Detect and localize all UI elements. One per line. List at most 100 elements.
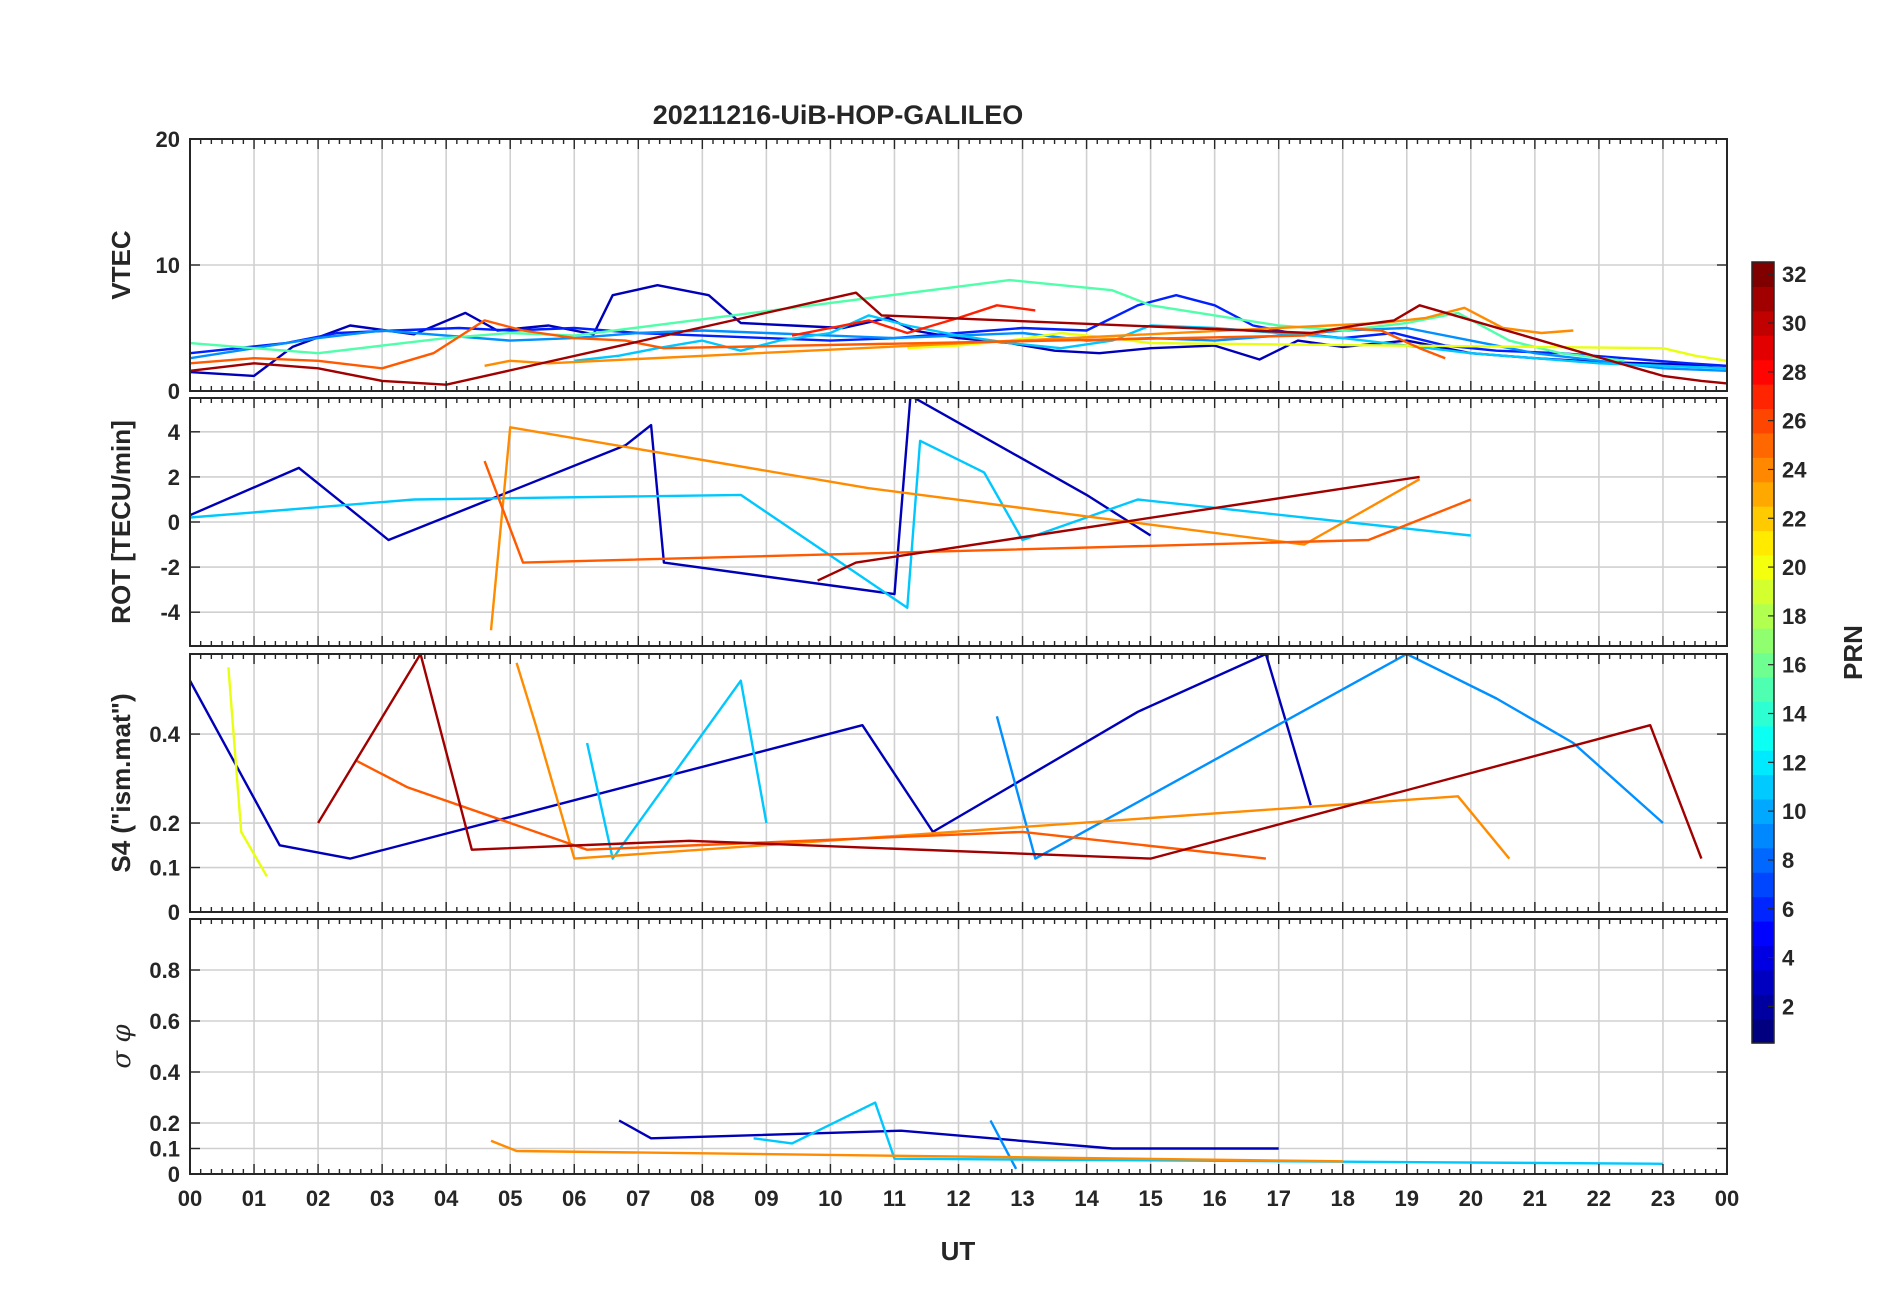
- series-line-prn-2: [190, 654, 1312, 860]
- series-line-prn-26: [190, 319, 1446, 370]
- series-line-prn-31: [317, 654, 1703, 860]
- colorbar-tick-label: 6: [1782, 897, 1794, 922]
- x-tick-label: 00: [178, 1186, 202, 1211]
- panel-frame: [189, 138, 1728, 392]
- colorbar-tick-label: 30: [1782, 311, 1806, 336]
- colorbar-segment: [1752, 872, 1774, 898]
- colorbar-segment: [1752, 530, 1774, 556]
- series-line-prn-15: [190, 278, 1625, 362]
- x-tick-label: 13: [1010, 1186, 1034, 1211]
- panel-frame: [189, 918, 1728, 1175]
- colorbar-tick-label: 26: [1782, 409, 1806, 434]
- y-tick-label: 0.6: [149, 1009, 180, 1034]
- series-line-prn-12: [190, 439, 1471, 609]
- series-line-prn-5: [190, 294, 1727, 367]
- series-line-prn-20: [907, 331, 1727, 362]
- colorbar-label: PRN: [1838, 625, 1868, 680]
- y-tick-label: 0: [168, 510, 180, 535]
- x-tick-label: 17: [1266, 1186, 1290, 1211]
- colorbar-segment: [1752, 603, 1774, 629]
- series-line-prn-10: [995, 654, 1664, 860]
- y-tick-label: 0.2: [149, 811, 180, 836]
- y-tick-label: 0: [168, 1162, 180, 1187]
- colorbar-segment: [1752, 335, 1774, 361]
- colorbar-tick-label: 8: [1782, 848, 1794, 873]
- colorbar-tick-label: 4: [1782, 946, 1795, 971]
- series-line-prn-26: [483, 460, 1472, 564]
- y-tick-label: 20: [156, 127, 180, 152]
- x-tick-label: 10: [818, 1186, 842, 1211]
- y-tick-label: 0.2: [149, 1111, 180, 1136]
- series-line-prn-28: [791, 304, 1036, 337]
- y-tick-label: -4: [160, 600, 180, 625]
- colorbar-tick-label: 32: [1782, 262, 1806, 287]
- series-line-prn-23: [484, 306, 1574, 367]
- x-tick-label: 04: [434, 1186, 459, 1211]
- x-tick-label: 08: [690, 1186, 714, 1211]
- series-line-prn-20: [227, 667, 268, 878]
- colorbar-segment: [1752, 701, 1774, 727]
- y-tick-label: 2: [168, 465, 180, 490]
- series-group: [190, 278, 1727, 386]
- colorbar-segment: [1752, 554, 1774, 580]
- y-tick-label: 10: [156, 253, 180, 278]
- y-axis-label-sigma_phi: σ φ: [107, 1024, 137, 1069]
- panel-rot: -4 -2 0 2 4 ROT [TECU/min]: [106, 397, 1728, 647]
- x-tick-label: 01: [242, 1186, 266, 1211]
- series-line-prn-31: [190, 291, 1727, 386]
- series-group: [490, 1101, 1664, 1170]
- colorbar-segment: [1752, 750, 1774, 776]
- x-axis: 00 01 02 03 04 05 06 07 08 09 10 11 12 13 14 15 16 17 18 19…: [178, 1186, 1739, 1211]
- colorbar-tick-label: 28: [1782, 360, 1806, 385]
- series-line-prn-2: [190, 398, 1152, 596]
- colorbar-segment: [1752, 286, 1774, 312]
- x-tick-label: 14: [1074, 1186, 1099, 1211]
- y-axis-label-s4: S4 ("ism.mat"): [106, 693, 136, 872]
- panel-frame: [189, 653, 1728, 913]
- series-line-prn-12: [585, 679, 768, 860]
- colorbar-segment: [1752, 847, 1774, 873]
- colorbar-segment: [1752, 676, 1774, 702]
- x-tick-label: 00: [1715, 1186, 1739, 1211]
- x-tick-label: 23: [1651, 1186, 1675, 1211]
- series-line-prn-26: [355, 759, 1267, 860]
- series-line-prn-23: [489, 426, 1421, 631]
- colorbar-segment: [1752, 481, 1774, 507]
- colorbar-tick-label: 22: [1782, 506, 1806, 531]
- series-line-prn-12: [753, 1101, 1664, 1166]
- series-group: [190, 398, 1472, 631]
- series-line-prn-23: [515, 662, 1511, 860]
- colorbar-segment: [1752, 774, 1774, 800]
- y-tick-label: 0: [168, 900, 180, 925]
- colorbar-segment: [1752, 310, 1774, 336]
- x-tick-label: 11: [883, 1186, 906, 1211]
- y-tick-label: 0.8: [149, 958, 180, 983]
- x-tick-label: 19: [1395, 1186, 1419, 1211]
- series-line-prn-31: [817, 475, 1420, 582]
- colorbar-segment: [1752, 969, 1774, 995]
- colorbar-segment: [1752, 798, 1774, 824]
- colorbar-segment: [1752, 725, 1774, 751]
- y-axis-label-rot: ROT [TECU/min]: [106, 420, 136, 624]
- x-tick-label: 09: [754, 1186, 778, 1211]
- colorbar-segment: [1752, 652, 1774, 678]
- colorbar-tick-label: 14: [1782, 702, 1807, 727]
- colorbar-tick-label: 12: [1782, 750, 1806, 775]
- x-tick-label: 18: [1331, 1186, 1355, 1211]
- x-tick-label: 06: [562, 1186, 586, 1211]
- series-line-prn-2: [618, 1119, 1279, 1150]
- colorbar-segment: [1752, 579, 1774, 605]
- colorbar-frame: [1751, 261, 1775, 1044]
- panel-frame: [189, 397, 1728, 647]
- x-tick-label: 05: [498, 1186, 522, 1211]
- series-line-prn-2: [190, 284, 1727, 378]
- x-tick-label: 21: [1523, 1186, 1547, 1211]
- colorbar-segment: [1752, 506, 1774, 532]
- y-tick-label: 0: [168, 379, 180, 404]
- series-line-prn-23: [490, 1139, 1343, 1163]
- colorbar-segment: [1752, 408, 1774, 434]
- y-tick-label: 0.1: [149, 856, 180, 881]
